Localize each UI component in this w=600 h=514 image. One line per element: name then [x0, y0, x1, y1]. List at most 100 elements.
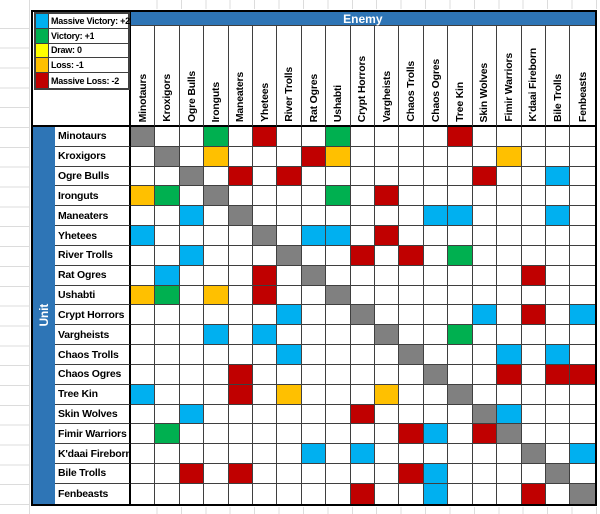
matrix-cell[interactable] [472, 364, 498, 385]
matrix-cell[interactable] [301, 345, 327, 365]
matrix-cell[interactable] [253, 265, 278, 286]
matrix-cell[interactable] [497, 127, 522, 147]
matrix-cell[interactable] [155, 325, 180, 346]
matrix-cell[interactable] [204, 444, 229, 465]
matrix-cell[interactable] [179, 186, 205, 207]
matrix-cell[interactable] [521, 245, 546, 266]
matrix-cell[interactable] [326, 265, 351, 286]
matrix-cell[interactable] [179, 226, 205, 246]
matrix-cell[interactable] [131, 265, 156, 286]
matrix-cell[interactable] [179, 404, 205, 425]
matrix-cell[interactable] [350, 444, 376, 465]
matrix-cell[interactable] [253, 444, 278, 465]
column-header[interactable]: Kroxigors [155, 26, 180, 127]
matrix-cell[interactable] [423, 265, 449, 286]
row-header[interactable]: K'daai Fireborn [55, 444, 131, 465]
matrix-cell[interactable] [399, 245, 424, 266]
matrix-cell[interactable] [155, 364, 180, 385]
matrix-cell[interactable] [228, 206, 254, 227]
matrix-cell[interactable] [570, 444, 595, 465]
matrix-cell[interactable] [179, 166, 205, 187]
matrix-cell[interactable] [521, 345, 546, 365]
column-header[interactable]: Rat Ogres [301, 26, 327, 127]
matrix-cell[interactable] [375, 127, 400, 147]
matrix-cell[interactable] [497, 285, 522, 306]
matrix-cell[interactable] [277, 444, 302, 465]
matrix-cell[interactable] [350, 245, 376, 266]
column-header[interactable]: Vargheists [375, 26, 400, 127]
matrix-cell[interactable] [423, 384, 449, 405]
matrix-cell[interactable] [570, 483, 595, 504]
row-header[interactable]: Yhetees [55, 226, 131, 246]
matrix-cell[interactable] [399, 265, 424, 286]
matrix-cell[interactable] [228, 325, 254, 346]
matrix-cell[interactable] [131, 444, 156, 465]
matrix-cell[interactable] [131, 424, 156, 445]
row-header[interactable]: Ironguts [55, 186, 131, 207]
matrix-cell[interactable] [521, 364, 546, 385]
matrix-cell[interactable] [375, 464, 400, 484]
matrix-cell[interactable] [277, 166, 302, 187]
matrix-cell[interactable] [399, 404, 424, 425]
matrix-cell[interactable] [326, 384, 351, 405]
matrix-cell[interactable] [253, 364, 278, 385]
matrix-cell[interactable] [423, 483, 449, 504]
column-header[interactable]: Maneaters [228, 26, 254, 127]
matrix-cell[interactable] [448, 464, 473, 484]
matrix-cell[interactable] [350, 464, 376, 484]
matrix-cell[interactable] [326, 245, 351, 266]
matrix-cell[interactable] [131, 345, 156, 365]
matrix-cell[interactable] [448, 127, 473, 147]
matrix-cell[interactable] [399, 384, 424, 405]
matrix-cell[interactable] [472, 265, 498, 286]
matrix-cell[interactable] [472, 226, 498, 246]
matrix-cell[interactable] [253, 186, 278, 207]
matrix-cell[interactable] [253, 404, 278, 425]
matrix-cell[interactable] [545, 424, 571, 445]
column-header[interactable]: Ironguts [204, 26, 229, 127]
matrix-cell[interactable] [350, 127, 376, 147]
matrix-cell[interactable] [179, 305, 205, 326]
matrix-cell[interactable] [131, 146, 156, 167]
row-header[interactable]: Bile Trolls [55, 464, 131, 484]
matrix-cell[interactable] [155, 186, 180, 207]
matrix-cell[interactable] [179, 206, 205, 227]
matrix-cell[interactable] [326, 305, 351, 326]
matrix-cell[interactable] [399, 325, 424, 346]
matrix-cell[interactable] [155, 464, 180, 484]
matrix-cell[interactable] [545, 127, 571, 147]
matrix-cell[interactable] [521, 483, 546, 504]
row-header[interactable]: Skin Wolves [55, 404, 131, 425]
matrix-cell[interactable] [497, 146, 522, 167]
matrix-cell[interactable] [350, 345, 376, 365]
matrix-cell[interactable] [277, 364, 302, 385]
matrix-cell[interactable] [570, 206, 595, 227]
matrix-cell[interactable] [155, 384, 180, 405]
matrix-cell[interactable] [448, 483, 473, 504]
matrix-cell[interactable] [277, 186, 302, 207]
matrix-cell[interactable] [277, 226, 302, 246]
matrix-cell[interactable] [204, 245, 229, 266]
matrix-cell[interactable] [131, 404, 156, 425]
matrix-cell[interactable] [228, 424, 254, 445]
matrix-cell[interactable] [497, 345, 522, 365]
matrix-cell[interactable] [326, 186, 351, 207]
matrix-cell[interactable] [155, 483, 180, 504]
matrix-cell[interactable] [448, 345, 473, 365]
column-header[interactable]: Tree Kin [448, 26, 473, 127]
matrix-cell[interactable] [179, 265, 205, 286]
matrix-cell[interactable] [472, 345, 498, 365]
matrix-cell[interactable] [253, 483, 278, 504]
matrix-cell[interactable] [423, 305, 449, 326]
matrix-cell[interactable] [253, 305, 278, 326]
matrix-cell[interactable] [228, 245, 254, 266]
column-header[interactable]: Fenbeasts [570, 26, 595, 127]
matrix-cell[interactable] [204, 364, 229, 385]
row-header[interactable]: Ushabti [55, 285, 131, 306]
matrix-cell[interactable] [521, 424, 546, 445]
matrix-cell[interactable] [375, 305, 400, 326]
matrix-cell[interactable] [277, 206, 302, 227]
matrix-cell[interactable] [253, 226, 278, 246]
matrix-cell[interactable] [179, 464, 205, 484]
matrix-cell[interactable] [497, 444, 522, 465]
